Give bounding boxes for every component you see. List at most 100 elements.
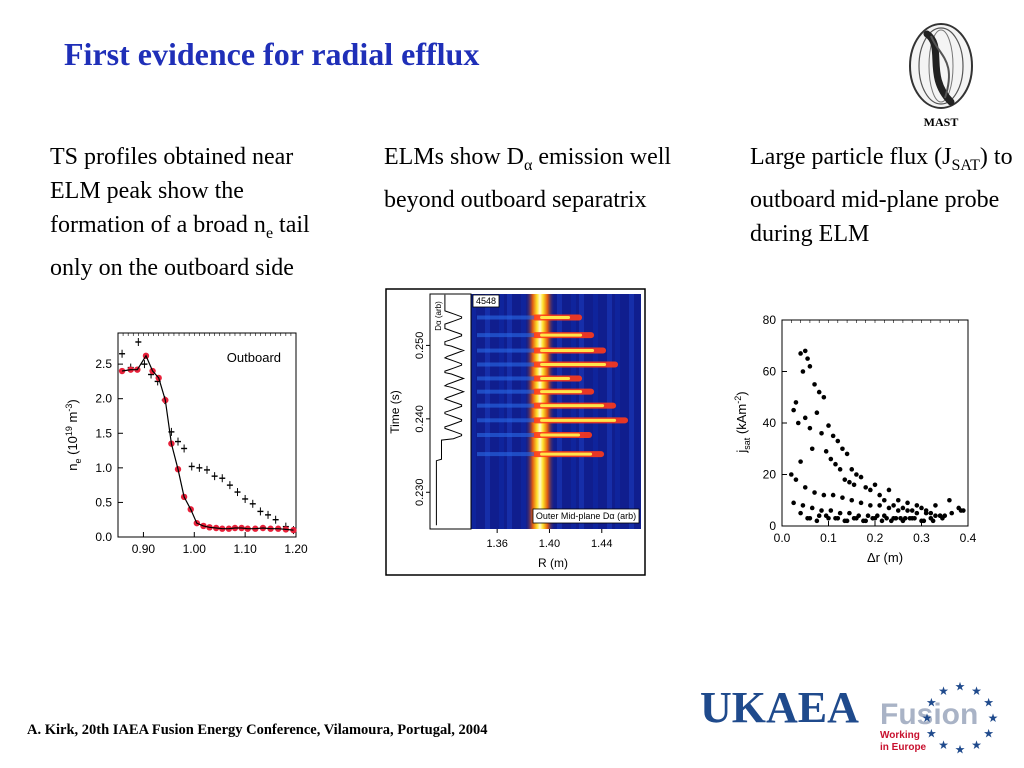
dalpha-separatrix-band [525,294,555,529]
dalpha-elm-inner [477,362,535,367]
dalpha-background-stripe [499,294,504,529]
jsat-point [793,400,799,405]
jsat-y-tick-label: 0 [769,519,776,533]
jsat-y-tick-label: 40 [763,416,777,430]
jsat-point [851,515,857,521]
eu-star-icon: ★ [938,684,949,698]
dalpha-elm-inner [477,452,535,457]
jsat-point [868,503,873,508]
jsat-point [919,505,924,511]
jsat-point [886,487,892,493]
jsat-point [840,446,845,452]
jsat-point [842,518,848,524]
dalpha-background-stripe [593,294,598,529]
ne-x-tick-label: 0.90 [132,542,156,556]
jsat-point [865,513,871,518]
jsat-point [851,482,857,488]
dalpha-x-tick-label: 1.36 [486,538,507,550]
ne-red-point [118,367,126,375]
jsat-point [819,431,824,436]
slide-caption: A. Kirk, 20th IAEA Fusion Energy Confere… [27,722,488,738]
jsat-point [905,508,910,513]
ne-y-tick-label: 1.0 [95,461,112,475]
dalpha-elm-inner [477,433,535,437]
jsat-scatter-chart: 0.0 0.1 0.2 0.3 0.4 0 20 40 60 80 Δr (m) jsat (kA… [733,313,977,565]
dalpha-map-label-box [532,508,640,524]
jsat-point [840,495,845,500]
jsat-point [833,461,838,467]
jsat-x-tick-label: 0.0 [774,531,791,545]
dalpha-elm-core [540,418,617,422]
jsat-point [842,477,848,482]
jsat-point [837,467,843,472]
jsat-x-axis-label: Δr (m) [867,550,903,565]
slide-title: First evidence for radial efflux [64,36,480,72]
mast-logo: MAST [909,23,973,129]
eu-star-icon: ★ [983,695,994,709]
eu-star-icon: ★ [926,695,937,709]
dalpha-y-tick-label: 0.240 [414,405,426,433]
jsat-point [793,477,799,482]
jsat-point [800,503,806,508]
ne-legend-label: Outboard [227,350,281,365]
ne-y-axis-label: ne (1019 m-3) [64,399,83,470]
eu-star-icon: ★ [983,727,994,741]
jsat-point [830,492,836,498]
jsat-point [933,503,938,508]
eu-star-icon: ★ [926,727,937,741]
jsat-point [870,515,875,521]
dalpha-x-tick-label: 1.40 [539,538,560,550]
ne-profile-chart: 0.90 1.00 1.10 1.20 0.0 0.5 1.0 1.5 2.0 2.5 Outbo… [64,332,308,556]
jsat-y-tick-label: 60 [763,365,777,379]
jsat-point [802,415,808,421]
jsat-plot-frame [781,319,969,527]
jsat-point [791,500,796,506]
jsat-point [798,351,803,356]
eu-star-icon: ★ [971,738,982,752]
jsat-point [814,410,820,415]
dalpha-elm-inner [477,315,535,320]
jsat-point [798,459,803,464]
jsat-point [947,497,952,503]
jsat-x-tick-label: 0.4 [960,531,977,545]
jsat-point [847,510,852,516]
dalpha-elm-core [540,349,595,353]
jsat-point [847,479,852,485]
jsat-point [909,508,915,513]
jsat-point [854,472,859,477]
jsat-point [816,513,822,518]
jsat-point [821,394,827,400]
jsat-point [861,518,866,524]
jsat-x-tick-label: 0.3 [913,531,930,545]
dalpha-background-stripe [615,294,620,529]
ts-profile-description: TS profiles obtained near ELM peak show … [50,144,310,281]
dalpha-background-stripe [507,294,512,529]
jsat-point [814,518,820,524]
jsat-point [877,503,882,508]
jsat-point [826,423,831,428]
jsat-point [858,500,864,506]
jsat-point [858,474,864,480]
jsat-point [802,485,808,490]
jsat-point [837,510,843,516]
dalpha-elm-core [540,433,581,437]
jsat-point [800,369,806,374]
jsat-point [928,515,934,521]
dalpha-background-stripe [521,294,526,529]
jsat-point [821,492,827,498]
shot-number: 4548 [476,296,496,306]
eu-star-icon: ★ [922,711,933,725]
jsat-point [835,438,841,444]
jsat-point [798,510,803,516]
eu-stars-icon: ★ ★★★★★★★★★★★ [922,680,999,757]
jsat-point [809,505,815,511]
jsat-point [795,420,801,426]
dalpha-elm-core [540,452,593,456]
jsat-y-tick-label: 20 [763,468,777,482]
jsat-point [819,508,824,513]
dalpha-elm-inner [477,418,535,423]
dalpha-elm-core [540,376,571,380]
jsat-point [807,425,813,431]
mast-logo-text: MAST [924,115,959,129]
eu-star-icon: ★ [971,684,982,698]
